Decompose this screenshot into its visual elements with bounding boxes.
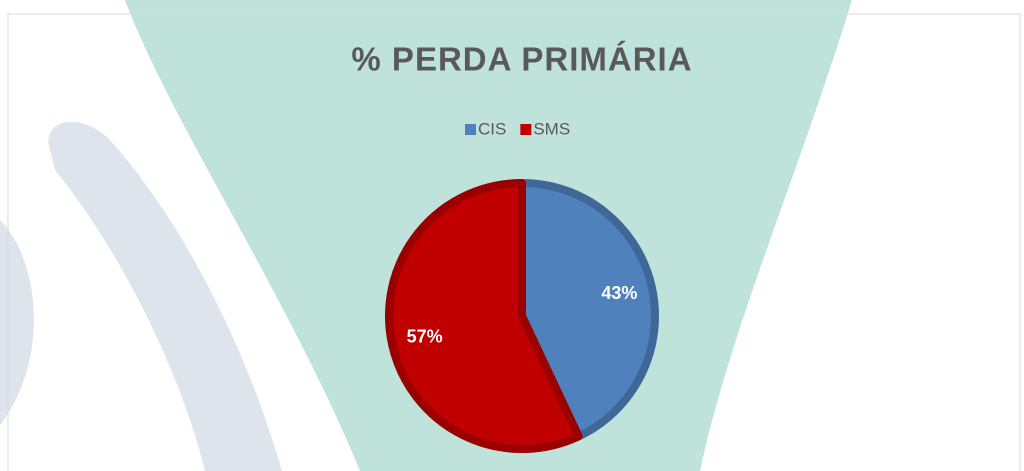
legend-swatch <box>520 124 532 135</box>
legend-label: SMS <box>533 119 570 138</box>
pie-slice <box>385 179 583 453</box>
legend: CIS SMS <box>465 119 570 138</box>
legend-swatch <box>465 124 476 135</box>
data-label: 57% <box>407 327 443 347</box>
background-arc <box>48 122 282 471</box>
chart-title: % PERDA PRIMÁRIA <box>351 41 692 78</box>
background-arc <box>0 220 34 425</box>
data-label: 43% <box>601 283 637 303</box>
chart-frame <box>7 13 1021 471</box>
legend-label: CIS <box>478 119 506 138</box>
pie: 43% 57% <box>385 179 659 453</box>
pie-slice <box>518 179 659 441</box>
